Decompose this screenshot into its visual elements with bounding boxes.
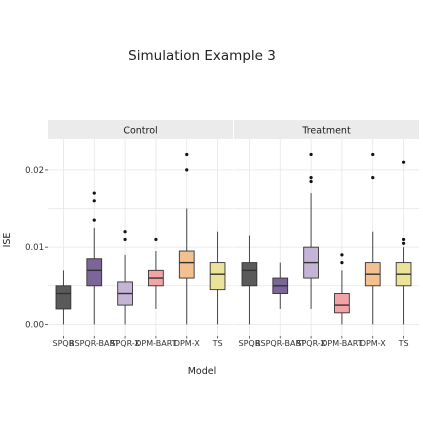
box-iqr xyxy=(55,285,72,310)
facet-strip-label: Treatment xyxy=(301,126,351,137)
facet-strip xyxy=(234,120,419,139)
facet-panels: ControlSPQRBSPQR-BARTSPQR-XDPM-BARTDPM-X… xyxy=(48,120,419,348)
outlier-point xyxy=(371,176,375,180)
box-iqr xyxy=(178,250,195,279)
x-tick-label: BSPQR-BART xyxy=(255,339,305,348)
x-tick-label: SPQR-X xyxy=(110,339,140,348)
y-tick-label: 0.01 xyxy=(25,243,44,253)
outlier-point xyxy=(92,199,96,203)
outlier-point xyxy=(309,179,313,184)
outlier-point xyxy=(92,191,96,195)
box-control-spqr-x xyxy=(117,230,133,325)
outlier-point xyxy=(154,237,158,242)
x-axis-title: Model xyxy=(188,366,217,377)
y-axis: 0.00 0.01 0.02 xyxy=(25,166,48,330)
x-tick-label: DPM-BART xyxy=(321,339,362,348)
plot-area xyxy=(48,139,233,336)
box-control-bspqr-bart xyxy=(86,191,103,325)
x-tick-label: DPM-X xyxy=(360,339,386,348)
box-control-spqr xyxy=(55,270,72,325)
facet-strip-label: Control xyxy=(123,126,157,137)
x-tick-label: BSPQR-BART xyxy=(69,339,119,348)
outlier-point xyxy=(340,253,344,257)
facet-panel-control: Control SPQRBSPQR-BARTSPQR-XDPM-BARTDPM-X… xyxy=(48,120,233,348)
outlier-point xyxy=(185,168,189,172)
outlier-point xyxy=(185,152,189,157)
outlier-point xyxy=(123,230,127,234)
chart-title: Simulation Example 3 xyxy=(128,48,276,64)
outlier-point xyxy=(401,237,406,242)
outlier-point xyxy=(123,237,127,242)
box-control-ts xyxy=(209,231,226,325)
x-tick-label: DPM-BART xyxy=(135,339,176,348)
outlier-point xyxy=(309,152,313,157)
box-iqr xyxy=(86,258,103,287)
outlier-point xyxy=(401,160,406,164)
y-tick-label: 0.00 xyxy=(25,320,44,330)
box-treatment-spqr-x xyxy=(303,152,319,309)
box-iqr xyxy=(241,262,258,287)
box-control-dpm-bart xyxy=(148,237,164,309)
box-treatment-bspqr-bart xyxy=(272,262,289,309)
box-treatment-spqr xyxy=(241,235,258,325)
box-control-dpm-x xyxy=(178,152,195,325)
outlier-point xyxy=(340,261,344,265)
box-treatment-dpm-bart xyxy=(334,253,350,325)
y-axis-title: ISE xyxy=(2,233,13,248)
box-treatment-dpm-x xyxy=(364,152,381,325)
outlier-point xyxy=(371,152,375,157)
y-tick-label: 0.02 xyxy=(25,166,44,176)
box-treatment-ts xyxy=(395,160,412,325)
x-tick-label: SPQR xyxy=(53,339,75,348)
x-tick-label: SPQR-X xyxy=(296,339,326,348)
outlier-point xyxy=(309,176,313,180)
x-tick-label: SPQR xyxy=(239,339,261,348)
facet-strip xyxy=(48,120,233,139)
outlier-point xyxy=(401,241,406,245)
box-iqr xyxy=(334,293,350,314)
plot-area xyxy=(234,139,419,336)
x-tick-label: DPM-X xyxy=(174,339,200,348)
x-tick-label: TS xyxy=(398,339,409,348)
outlier-point xyxy=(92,218,96,222)
facet-panel-treatment: Treatment SPQRBSPQR-BARTSPQR-XDPM-BARTDPM… xyxy=(234,120,419,348)
x-tick-label: TS xyxy=(212,339,223,348)
box-iqr xyxy=(209,262,226,291)
